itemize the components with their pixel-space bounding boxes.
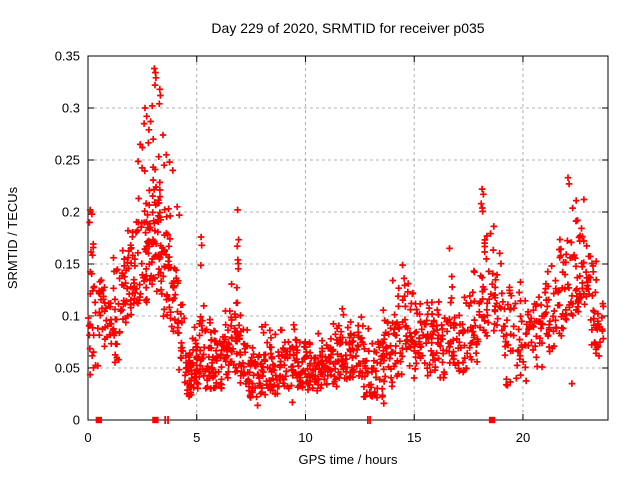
x-axis-label: GPS time / hours xyxy=(299,452,398,467)
zero-tick-marker xyxy=(167,416,169,424)
axis-ticks xyxy=(87,55,608,421)
zero-tick-marker xyxy=(164,416,167,424)
zero-square-marker xyxy=(95,416,103,424)
y-tick-label: 0.35 xyxy=(55,49,80,64)
y-tick-label: 0.25 xyxy=(55,153,80,168)
y-tick-label: 0 xyxy=(73,413,80,428)
plot-title: Day 229 of 2020, SRMTID for receiver p03… xyxy=(211,20,484,36)
zero-value-markers xyxy=(95,416,496,424)
x-tick-label: 20 xyxy=(516,430,530,445)
data-point-markers xyxy=(85,65,607,409)
plot-border xyxy=(87,55,609,421)
x-tick-label: 0 xyxy=(84,430,91,445)
grid-lines xyxy=(88,56,608,420)
x-tick-label: 5 xyxy=(193,430,200,445)
x-tick-label: 10 xyxy=(298,430,312,445)
y-tick-label: 0.1 xyxy=(62,309,80,324)
y-tick-label: 0.05 xyxy=(55,361,80,376)
y-tick-label: 0.15 xyxy=(55,257,80,272)
zero-tick-marker xyxy=(366,416,369,424)
zero-square-marker xyxy=(152,416,159,424)
x-tick-label: 15 xyxy=(407,430,421,445)
zero-square-marker xyxy=(488,416,496,424)
y-tick-label: 0.3 xyxy=(62,101,80,116)
zero-tick-marker xyxy=(369,416,371,424)
scatter-points xyxy=(85,65,607,409)
y-tick-label: 0.2 xyxy=(62,205,80,220)
y-axis-label: SRMTID / TECUs xyxy=(5,186,20,289)
tick-labels: 0 0.05 0.1 0.15 0.2 0.25 0.3 0.35 0 5 10 15 20 xyxy=(55,49,531,446)
